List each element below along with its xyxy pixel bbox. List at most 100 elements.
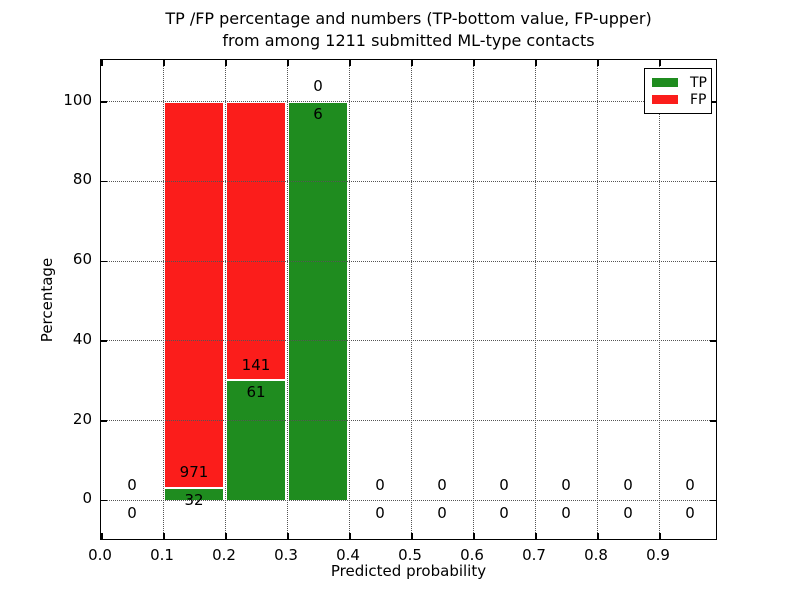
plot-area: TP FP 0 0 971 32 141 61 0 6 0 0 0 0 0 0 0 0 0 0 0 0 [100, 59, 717, 540]
tp-count-label: 32 [184, 490, 204, 509]
grid-line-vertical [597, 60, 598, 539]
fp-count-label: 0 [127, 476, 137, 495]
x-tick-label: 0.4 [336, 546, 360, 564]
tp-count-label: 0 [127, 503, 137, 522]
y-tick-mark [101, 340, 107, 342]
x-tick-mark [225, 60, 227, 66]
y-tick-mark [101, 101, 107, 103]
y-tick-label: 80 [72, 170, 92, 189]
grid-line-vertical [225, 60, 226, 539]
y-tick-mark [101, 420, 107, 422]
chart-title: TP /FP percentage and numbers (TP-bottom… [100, 8, 717, 52]
y-tick-mark [710, 101, 716, 103]
x-tick-mark [659, 60, 661, 66]
x-tick-mark [349, 533, 351, 539]
tp-bar [287, 101, 349, 500]
tp-count-label: 6 [313, 104, 323, 123]
x-tick-label: 0.7 [522, 546, 546, 564]
fp-bar [225, 101, 287, 380]
y-tick-mark [710, 260, 716, 263]
y-tick-mark [101, 180, 107, 183]
fp-count-label: 0 [437, 476, 447, 495]
grid-line-vertical [535, 60, 536, 539]
x-tick-mark [535, 533, 537, 539]
x-tick-mark [411, 60, 413, 66]
x-tick-label: 0.8 [584, 546, 608, 564]
chart-title-line2: from among 1211 submitted ML-type contac… [222, 31, 595, 50]
grid-line-vertical [287, 60, 288, 539]
x-tick-mark [163, 60, 165, 66]
x-tick-mark [101, 533, 103, 539]
x-tick-mark [473, 533, 475, 539]
y-tick-mark [101, 499, 107, 502]
y-tick-label: 40 [72, 329, 92, 348]
tp-bar [225, 379, 287, 500]
grid-line-vertical [411, 60, 412, 539]
fp-count-label: 971 [179, 463, 209, 482]
grid-line-horizontal [101, 340, 716, 342]
y-tick-label: 100 [63, 90, 92, 109]
x-tick-label: 0.2 [212, 546, 236, 564]
tp-count-label: 0 [685, 503, 695, 522]
legend-row-fp: FP [652, 91, 707, 108]
x-tick-label: 0.9 [646, 546, 670, 564]
legend-swatch-tp [652, 78, 678, 87]
x-tick-label: 0.0 [88, 546, 112, 564]
tp-count-label: 0 [499, 503, 509, 522]
x-tick-mark [659, 533, 661, 539]
tp-count-label: 0 [561, 503, 571, 522]
grid-line-vertical [349, 60, 350, 539]
y-tick-mark [710, 340, 716, 342]
tp-bar [163, 487, 225, 500]
legend-label-fp: FP [690, 91, 707, 108]
x-tick-label: 0.1 [150, 546, 174, 564]
fp-count-label: 0 [561, 476, 571, 495]
fp-count-label: 141 [241, 355, 271, 374]
x-tick-mark [163, 533, 165, 539]
grid-line-horizontal [101, 499, 716, 501]
x-axis-label: Predicted probability [330, 562, 487, 580]
x-tick-label: 0.6 [460, 546, 484, 564]
x-tick-mark [225, 533, 227, 539]
y-tick-label: 0 [82, 489, 92, 508]
x-tick-label: 0.5 [398, 546, 422, 564]
y-tick-mark [710, 499, 716, 502]
fp-count-label: 0 [685, 476, 695, 495]
fp-bar [163, 101, 225, 488]
fp-count-label: 0 [375, 476, 385, 495]
x-tick-mark [349, 60, 351, 66]
legend-swatch-fp [652, 95, 678, 104]
tp-count-label: 0 [437, 503, 447, 522]
x-tick-label: 0.3 [274, 546, 298, 564]
grid-line-horizontal [101, 180, 716, 182]
x-tick-mark [287, 60, 289, 66]
x-tick-mark [101, 60, 103, 66]
legend-row-tp: TP [652, 74, 707, 91]
y-tick-label: 20 [72, 409, 92, 428]
grid-line-vertical [473, 60, 474, 539]
grid-line-vertical [163, 60, 164, 539]
fp-count-label: 0 [623, 476, 633, 495]
x-tick-mark [597, 533, 599, 539]
legend-label-tp: TP [690, 74, 707, 91]
x-tick-mark [473, 60, 475, 66]
tp-count-label: 0 [623, 503, 633, 522]
chart-title-line1: TP /FP percentage and numbers (TP-bottom… [165, 9, 652, 28]
grid-line-vertical [659, 60, 660, 539]
x-tick-mark [287, 533, 289, 539]
tp-count-label: 0 [375, 503, 385, 522]
grid-line-horizontal [101, 260, 716, 262]
fp-count-label: 0 [313, 77, 323, 96]
legend: TP FP [644, 68, 712, 114]
grid-line-horizontal [101, 101, 716, 103]
y-tick-mark [101, 260, 107, 263]
x-tick-mark [535, 60, 537, 66]
x-tick-mark [597, 60, 599, 66]
fp-count-label: 0 [499, 476, 509, 495]
y-tick-mark [710, 180, 716, 183]
y-tick-mark [710, 420, 716, 422]
grid-line-horizontal [101, 420, 716, 422]
x-tick-mark [411, 533, 413, 539]
tp-count-label: 61 [246, 383, 266, 402]
